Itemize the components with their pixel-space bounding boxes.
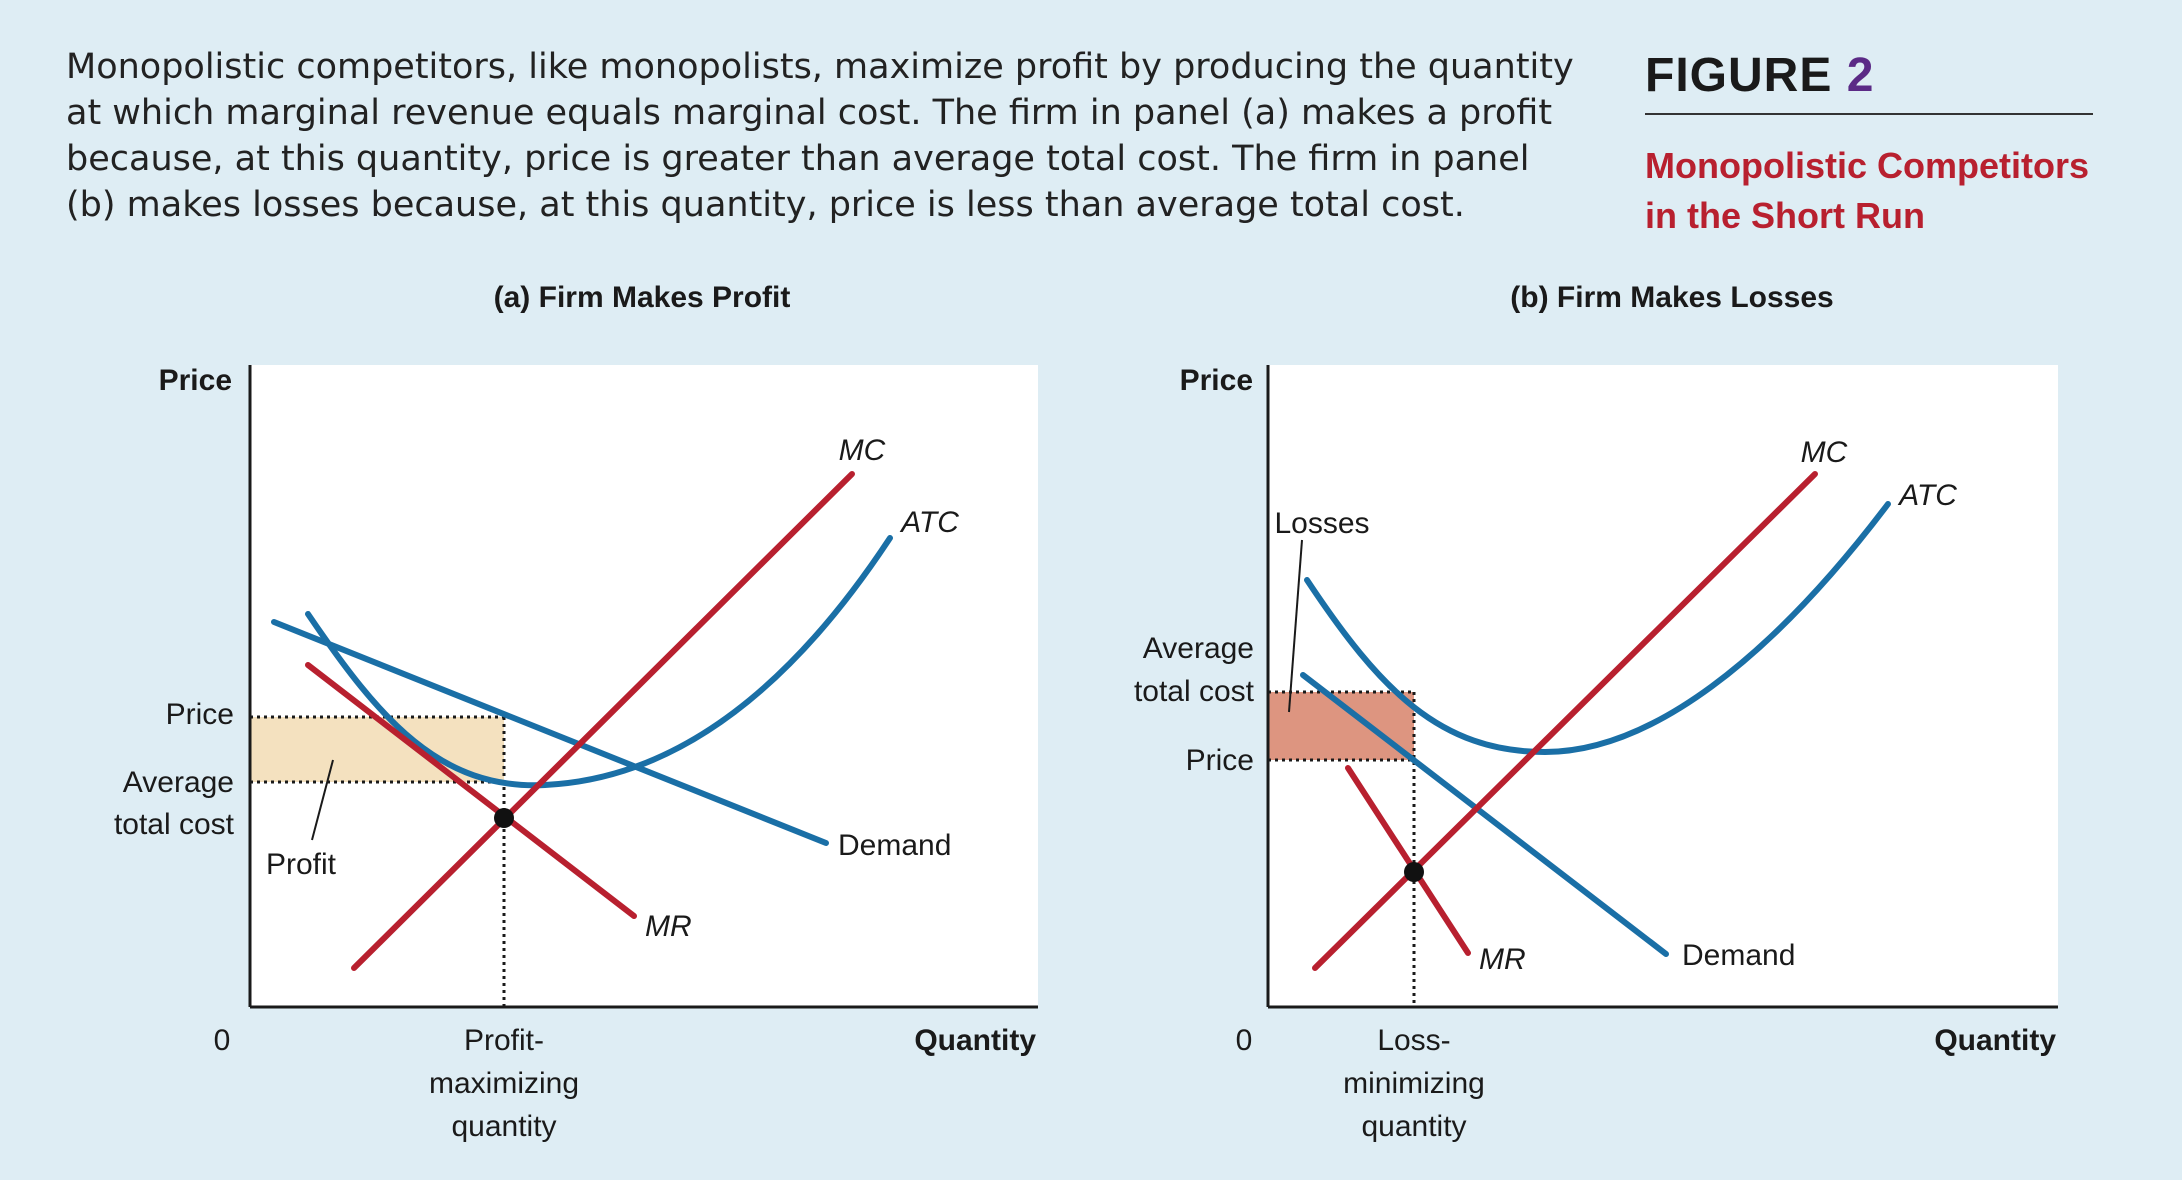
panel-b-demand-label: Demand <box>1682 939 1795 972</box>
panel-a-qty-label-line3: quantity <box>451 1110 556 1143</box>
panel-b-qty-label-line1: Loss- <box>1377 1024 1450 1057</box>
panel-a-demand-label: Demand <box>838 829 951 862</box>
panel-a: (a) Firm Makes Profit Price Quantity 0 P… <box>114 281 1038 1143</box>
panel-a-qty-label-line2: maximizing <box>429 1067 579 1100</box>
panel-a-profit-label: Profit <box>266 848 337 881</box>
panel-a-demand-curve <box>271 619 829 846</box>
panel-a-atc-label-line2: total cost <box>114 808 235 841</box>
panel-a-mr-label: MR <box>645 910 692 943</box>
figure-header: FIGURE 2 Monopolistic Competitors in the… <box>1645 48 2093 241</box>
panel-a-price-label: Price <box>166 698 234 731</box>
panel-b-y-axis-label: Price <box>1180 364 1253 397</box>
panel-b: (b) Firm Makes Losses Price Quantity 0 L… <box>1134 281 2058 1143</box>
panel-a-mc-label: MC <box>839 434 886 467</box>
panel-b-price-label: Price <box>1186 744 1254 777</box>
panel-b-atc-curve-label: ATC <box>1897 479 1957 512</box>
panel-a-x-axis-label: Quantity <box>914 1024 1036 1057</box>
panel-b-atc-label-line2: total cost <box>1134 675 1255 708</box>
panel-b-x-axis-label: Quantity <box>1934 1024 2056 1057</box>
panel-a-atc-label-line1: Average <box>123 766 234 799</box>
panel-b-mr-curve <box>1345 765 1471 956</box>
panel-b-atc-curve <box>1304 501 1891 756</box>
panel-a-mr-mc-intersection <box>494 808 514 828</box>
panel-b-demand-curve <box>1300 672 1669 957</box>
figure-subtitle-line1: Monopolistic Competitors <box>1645 145 2089 186</box>
panel-a-profit-pointer <box>311 759 334 841</box>
panel-a-atc-curve <box>305 535 893 789</box>
figure-subtitle-line2: in the Short Run <box>1645 195 1925 236</box>
panel-b-atc-label-line1: Average <box>1143 632 1254 665</box>
figure-caption: Monopolistic competitors, like monopolis… <box>66 47 1574 225</box>
panel-b-qty-label-line2: minimizing <box>1343 1067 1485 1100</box>
panel-b-mr-mc-intersection <box>1404 862 1424 882</box>
panel-b-losses-pointer <box>1288 539 1303 713</box>
panel-a-mr-curve <box>305 662 637 919</box>
panel-a-y-axis-label: Price <box>159 364 232 397</box>
panel-a-origin-label: 0 <box>214 1024 231 1057</box>
panel-a-title: (a) Firm Makes Profit <box>494 281 791 314</box>
panel-b-losses-label: Losses <box>1274 507 1369 540</box>
figure-label: FIGURE <box>1645 49 1833 102</box>
figure-number: 2 <box>1846 49 1875 102</box>
panel-b-mc-curve <box>1312 471 1818 971</box>
panel-b-origin-label: 0 <box>1236 1024 1253 1057</box>
panel-b-qty-label-line3: quantity <box>1361 1110 1466 1143</box>
panel-a-atc-curve-label: ATC <box>899 506 959 539</box>
panel-b-title: (b) Firm Makes Losses <box>1510 281 1833 314</box>
panel-a-mc-curve <box>351 471 855 971</box>
panel-b-mr-label: MR <box>1479 943 1526 976</box>
panel-a-qty-label-line1: Profit- <box>464 1024 544 1057</box>
figure-title: FIGURE 2 <box>1645 48 2093 115</box>
figure-subtitle: Monopolistic Competitors in the Short Ru… <box>1645 141 2093 241</box>
panel-b-plot-area <box>1268 365 2058 1007</box>
panel-b-mc-label: MC <box>1801 436 1848 469</box>
panel-a-plot-area <box>250 365 1038 1007</box>
